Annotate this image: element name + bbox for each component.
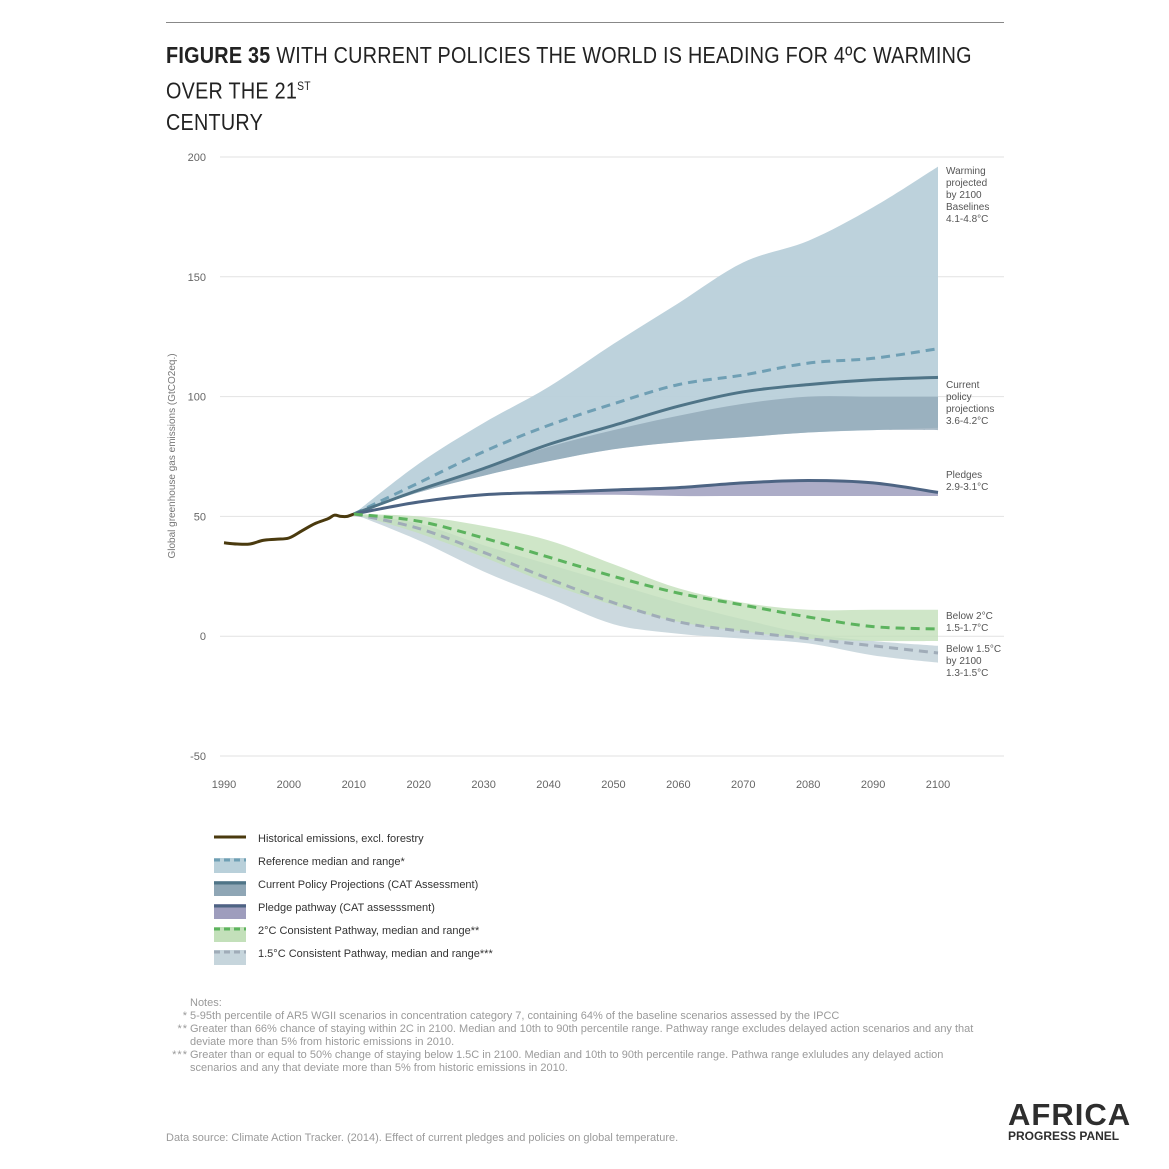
x-tick-label: 2090: [861, 779, 885, 791]
y-tick-label: 0: [200, 631, 206, 643]
legend-label: Historical emissions, excl. forestry: [258, 833, 424, 845]
reference-range-band: [353, 166, 938, 514]
y-tick-label: 100: [188, 392, 206, 404]
legend-label: 1.5°C Consistent Pathway, median and ran…: [258, 948, 493, 960]
note-text: 5-95th percentile of AR5 WGII scenarios …: [190, 1010, 840, 1022]
pledge-range-band: [353, 480, 938, 514]
pledge-line: [353, 478, 939, 516]
x-tick-label: 2000: [277, 779, 301, 791]
legend-label: Reference median and range*: [258, 856, 405, 868]
legend-swatch: [214, 904, 246, 919]
note-text: Greater than or equal to 50% change of s…: [190, 1049, 944, 1074]
logo-subtitle: PROGRESS PANEL: [1008, 1129, 1120, 1143]
x-tick-label: 1990: [212, 779, 236, 791]
annotation-below2: Below 2°C 1.5-1.7°C: [946, 611, 993, 634]
data-source: Data source: Climate Action Tracker. (20…: [166, 1132, 679, 1144]
note-mark: *: [182, 1010, 188, 1022]
reference-median-line: [353, 347, 939, 516]
x-tick-label: 2050: [601, 779, 625, 791]
legend-label: 2°C Consistent Pathway, median and range…: [258, 925, 480, 937]
x-tick-label: 2040: [536, 779, 560, 791]
legend-swatch: [214, 835, 246, 839]
emissions-chart: 200 150 100 50 0 -50 1990 2000 2010 2020 2030 2040 2…: [167, 152, 1004, 791]
current-policy-range-band: [353, 396, 938, 514]
note-item: ** Greater than 66% chance of staying wi…: [160, 1023, 990, 1049]
note-item: *** Greater than or equal to 50% change …: [160, 1049, 990, 1075]
title-main: WITH CURRENT POLICIES THE WORLD IS HEADI…: [166, 42, 972, 104]
annotation-pledges: Pledges 2.9-3.1°C: [946, 470, 988, 493]
note-mark: ***: [172, 1049, 188, 1061]
annotation-current-policy: Current policy projections 3.6-4.2°C: [946, 380, 994, 427]
figure-label: FIGURE 35: [166, 42, 271, 68]
title-line-2: CENTURY: [166, 108, 264, 135]
notes: Notes: * 5-95th percentile of AR5 WGII s…: [160, 997, 990, 1075]
x-tick-label: 2030: [471, 779, 495, 791]
historical-emissions-line: [223, 512, 355, 546]
title-superscript: ST: [297, 79, 311, 93]
figure-title: FIGURE 35 WITH CURRENT POLICIES THE WORL…: [166, 40, 1006, 138]
y-tick-label: -50: [190, 751, 206, 763]
legend-swatch: [214, 927, 246, 942]
y-axis-label: Global greenhouse gas emissions (GtCO2eq…: [167, 353, 178, 558]
notes-heading: Notes:: [190, 997, 222, 1009]
x-tick-label: 2060: [666, 779, 690, 791]
top-rule: [166, 22, 1004, 23]
two-degree-range-band: [353, 514, 938, 642]
legend-swatch: [214, 858, 246, 873]
y-tick-label: 150: [188, 272, 206, 284]
annotation-baselines: Warming projected by 2100 Baselines 4.1-4.8°…: [946, 166, 989, 225]
note-item: * 5-95th percentile of AR5 WGII scenario…: [160, 1010, 990, 1023]
two-degree-median-line: [353, 512, 939, 631]
note-mark: **: [177, 1023, 188, 1035]
note-text: Greater than 66% chance of staying withi…: [190, 1023, 974, 1048]
x-tick-label: 2080: [796, 779, 820, 791]
legend-swatch: [214, 950, 246, 965]
x-tick-label: 2100: [926, 779, 950, 791]
legend-label: Current Policy Projections (CAT Assessme…: [258, 879, 479, 891]
y-tick-label: 50: [194, 511, 206, 523]
x-tick-label: 2010: [342, 779, 366, 791]
current-policy-line: [353, 375, 939, 516]
legend-label: Pledge pathway (CAT assesssment): [258, 902, 435, 914]
y-tick-label: 200: [188, 152, 206, 164]
x-tick-label: 2020: [406, 779, 430, 791]
x-tick-label: 2070: [731, 779, 755, 791]
annotation-below15: Below 1.5°C by 2100 1.3-1.5°C: [946, 644, 1001, 679]
logo-wordmark: AFRICA: [1008, 1097, 1132, 1132]
legend-swatch: [214, 881, 246, 896]
africa-progress-panel-logo: AFRICA PROGRESS PANEL: [1008, 1097, 1148, 1143]
